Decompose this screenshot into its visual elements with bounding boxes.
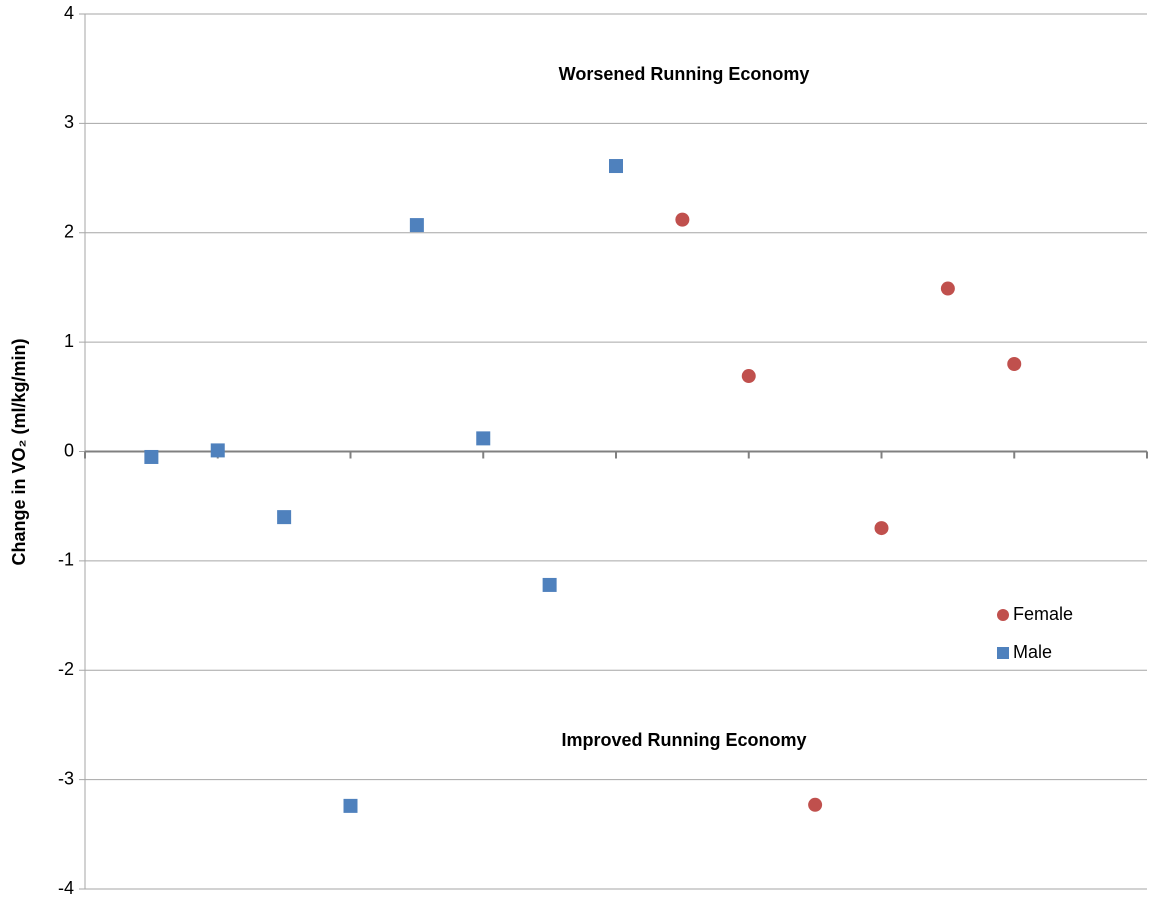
y-tick-label: -3: [58, 768, 74, 788]
point: [210, 443, 225, 458]
y-tick-label: 4: [64, 3, 74, 23]
y-tick-label: -4: [58, 878, 74, 898]
point: [675, 212, 690, 227]
legend-label: Male: [1013, 642, 1052, 662]
y-tick-label: 0: [64, 440, 74, 460]
point: [277, 510, 292, 525]
legend-marker: [997, 609, 1009, 621]
point: [741, 369, 756, 384]
point: [874, 521, 889, 536]
y-tick-label: -2: [58, 659, 74, 679]
point: [144, 449, 159, 464]
legend-label: Female: [1013, 604, 1073, 624]
y-tick-label: 3: [64, 112, 74, 132]
point: [940, 281, 955, 296]
point: [1007, 357, 1022, 371]
y-axis-label: Change in VO₂ (ml/kg/min): [9, 338, 29, 565]
point: [609, 159, 623, 174]
y-tick-label: 1: [64, 331, 74, 351]
point: [542, 577, 557, 592]
point: [808, 797, 823, 812]
point: [476, 431, 491, 446]
y-tick-label: -1: [58, 550, 74, 570]
legend-marker: [997, 647, 1009, 659]
annotation: Improved Running Economy: [561, 730, 806, 750]
y-tick-label: 2: [64, 222, 74, 242]
point: [343, 798, 358, 813]
annotation: Worsened Running Economy: [559, 64, 810, 84]
point: [409, 218, 424, 233]
